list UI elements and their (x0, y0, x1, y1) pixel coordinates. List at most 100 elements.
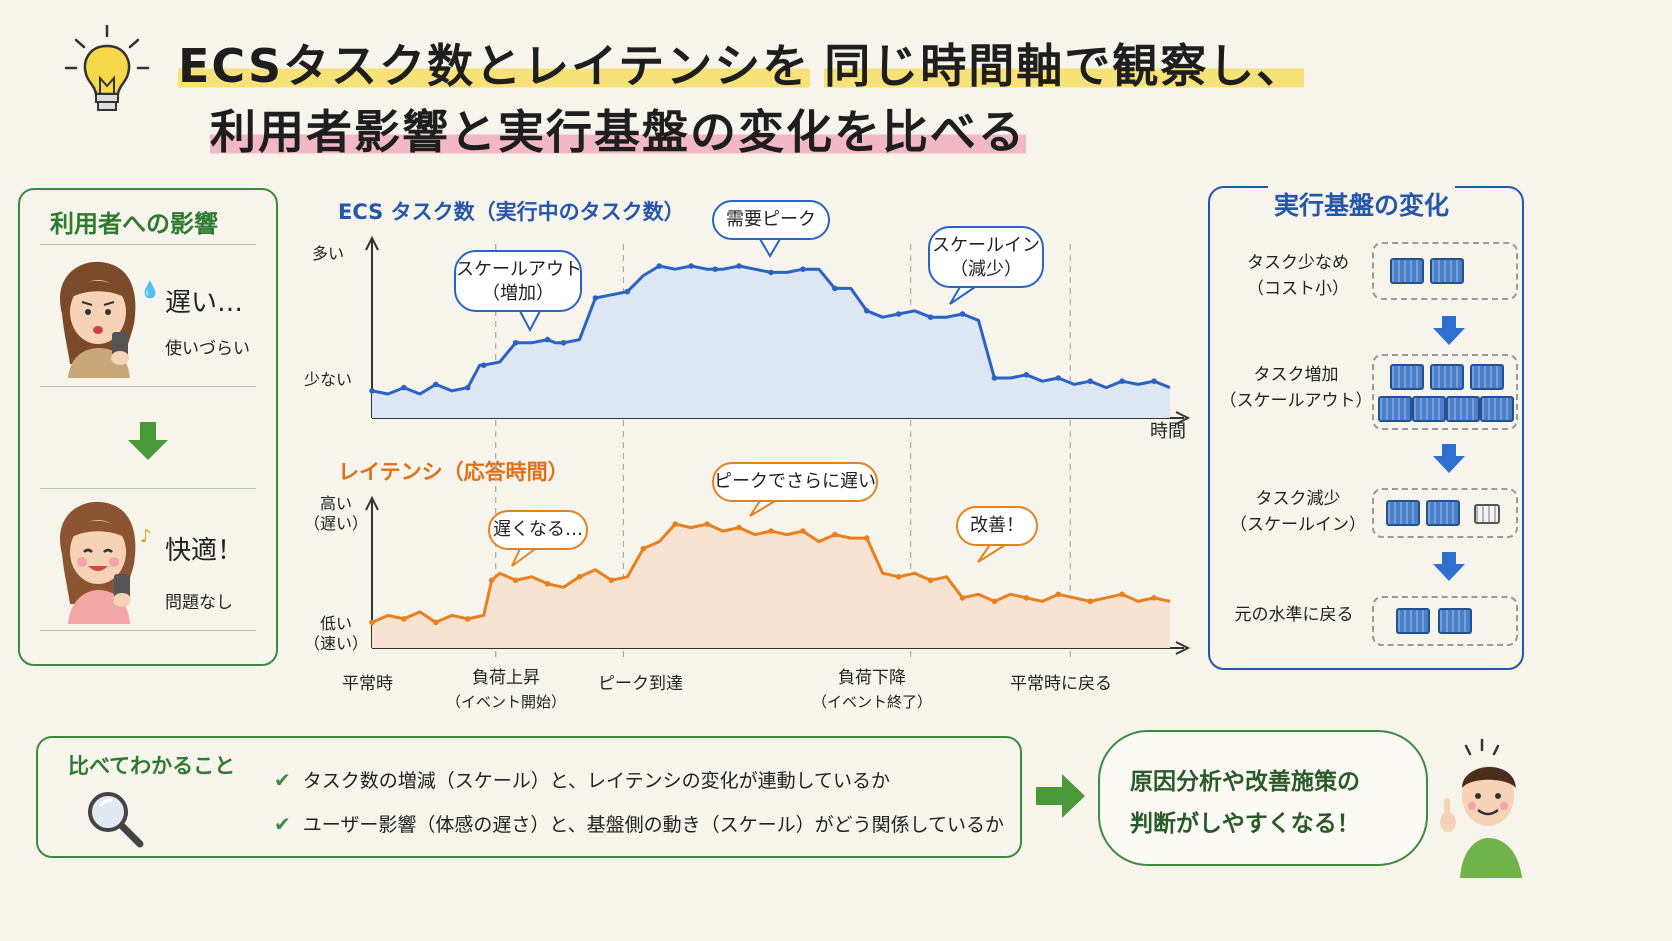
after-main-text: 快適！ (165, 536, 244, 566)
comparison-panel: 比べてわかること ✔ タスク数の増減（スケール）と、レイテンシの変化が連動している… (36, 736, 1022, 858)
task-data-point (991, 375, 998, 381)
latency-data-point (512, 577, 519, 584)
arrow-right-icon (1036, 772, 1086, 824)
task-container-icon (1390, 364, 1424, 390)
stage-2-task-box (1372, 354, 1518, 430)
checkmark-icon: ✔ (274, 812, 291, 836)
stage-4-task-box (1372, 596, 1518, 646)
latency-data-point (832, 531, 838, 538)
task-container-icon (1446, 396, 1480, 422)
latency-data-point (1023, 595, 1030, 601)
sweat-drops-icon: 💧 (140, 280, 160, 299)
latency-y-top-2: （遅い） (304, 514, 369, 533)
task-data-point (656, 263, 663, 269)
task-data-point (863, 308, 870, 314)
page-title-line-2: 利用者影響と実行基盤の変化を比べる (210, 96, 1026, 162)
latency-y-bottom-label: 低い （速い） (304, 614, 368, 654)
lightbulb-icon (62, 22, 152, 122)
event-back-to-normal-1: 平常時に戻る (1010, 674, 1112, 694)
latency-data-point (401, 616, 407, 622)
task-container-icon (1438, 608, 1472, 634)
callout-slower-at-peak-text: ピークでさらに遅い (714, 471, 876, 492)
latency-data-point (959, 595, 966, 601)
callout-scale-out: スケールアウト （増加） (454, 250, 582, 312)
arrow-down-icon (126, 422, 170, 462)
stage-1-task-box (1372, 242, 1518, 300)
divider (40, 386, 256, 387)
event-peak: ピーク到達 (598, 672, 683, 696)
title-part-c: 利用者影響と実行基盤の変化を比べる (210, 105, 1026, 159)
task-container-icon (1426, 500, 1460, 526)
stage-2-label-1: タスク増加 (1253, 365, 1339, 385)
task-x-axis-label: 時間 (1150, 421, 1186, 442)
task-container-icon (1390, 258, 1424, 284)
conclusion-line-2: 判断がしやすくなる！ (1130, 811, 1360, 837)
latency-chart-title: レイテンシ（応答時間） (338, 460, 569, 484)
comparison-item-1-text: タスク数の増減（スケール）と、レイテンシの変化が連動しているか (302, 770, 891, 792)
checkmark-icon: ✔ (274, 768, 291, 792)
callout-tail (759, 238, 781, 258)
task-data-point (560, 340, 567, 346)
before-main-text: 遅い… (165, 288, 244, 318)
latency-data-point (640, 545, 647, 552)
latency-data-point (672, 521, 679, 527)
arrow-down-icon (1432, 316, 1466, 350)
callout-scale-in-2: （減少） (950, 259, 1022, 280)
latency-y-axis-arrow (365, 495, 379, 511)
unhappy-user-avatar (42, 254, 152, 378)
latency-data-point (464, 616, 471, 622)
page-title-line-1: ECSタスク数とレイテンシを 同じ時間軸で観察し、 (178, 30, 1305, 96)
callout-slower-at-peak: ピークでさらに遅い (712, 462, 878, 502)
task-data-point (1151, 378, 1157, 385)
task-data-point (1087, 378, 1093, 385)
latency-y-bottom-1: 低い (320, 614, 353, 633)
stage-3-label-1: タスク減少 (1255, 489, 1341, 509)
latency-data-point (800, 528, 806, 534)
callout-tail (749, 500, 776, 517)
callout-tail (511, 548, 536, 567)
task-data-point (688, 263, 694, 269)
latency-area-fill (372, 524, 1170, 648)
latency-data-point (991, 598, 998, 605)
music-note-icon: ♪ (140, 526, 152, 547)
infra-heading: 実行基盤の変化 (1268, 186, 1456, 222)
callout-getting-slow: 遅くなる… (488, 510, 588, 550)
task-container-icon (1430, 364, 1464, 390)
task-container-icon (1470, 364, 1504, 390)
stage-1-label-1: タスク少なめ (1247, 253, 1349, 273)
magnifier-icon (82, 786, 146, 850)
task-container-icon (1430, 258, 1464, 284)
latency-y-bottom-2: （速い） (304, 634, 369, 653)
happy-user-avatar (42, 494, 152, 624)
event-back-to-normal: 平常時に戻る (1010, 672, 1112, 696)
task-x-axis-arrow (1175, 411, 1191, 425)
task-data-point (369, 388, 375, 394)
latency-x-axis-arrow (1175, 641, 1191, 655)
callout-scale-out-1: スケールアウト (456, 259, 582, 280)
task-data-point (768, 269, 774, 276)
task-y-bottom-label: 少ない (304, 370, 353, 389)
task-data-point (712, 266, 718, 273)
after-sub-text: 問題なし (165, 593, 233, 613)
arrow-down-icon (1432, 444, 1466, 478)
task-area-fill (372, 266, 1170, 418)
task-data-point (480, 362, 487, 369)
callout-scale-in: スケールイン （減少） (928, 226, 1044, 288)
task-data-point (1055, 375, 1062, 381)
latency-series-line (371, 522, 1171, 624)
task-series-line (371, 264, 1171, 396)
event-load-fall: 負荷下降 （イベント終了） (812, 666, 932, 714)
task-data-point (1023, 372, 1030, 378)
task-data-point (736, 263, 742, 269)
stage-3-label-2: （スケールイン） (1230, 515, 1366, 535)
event-load-rise-1: 負荷上昇 (472, 668, 540, 688)
task-data-point (1119, 378, 1125, 385)
event-normal: 平常時 (342, 672, 393, 696)
callout-tail (949, 286, 976, 305)
divider (40, 244, 256, 245)
task-data-point (592, 295, 599, 301)
task-data-point (464, 384, 471, 391)
callout-improved-text: 改善！ (970, 515, 1024, 536)
task-data-point (895, 311, 902, 317)
